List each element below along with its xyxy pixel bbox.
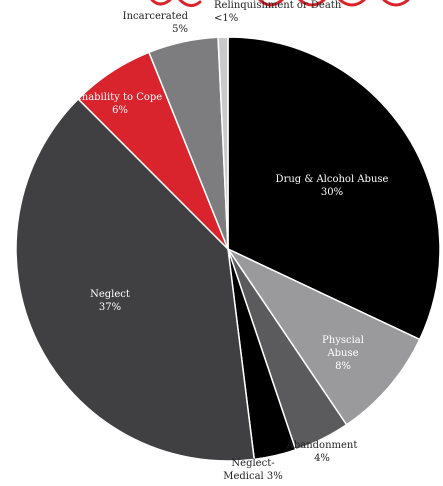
pie-slice-neglect xyxy=(15,97,256,462)
slice-label-6: Inability to Cope 6% xyxy=(78,92,162,116)
slice-label-3: Abandonment 4% xyxy=(286,440,358,464)
slice-label-8: Relinquishment or Death <1% xyxy=(214,0,342,24)
pie-slice-physcial-abuse xyxy=(225,247,421,426)
pie-slice-drug-alcohol-abuse xyxy=(227,36,441,341)
slice-label-5: Neglect 37% xyxy=(90,289,130,313)
slice-label-2: Physcial Abuse 8% xyxy=(322,335,364,372)
pie-slices xyxy=(15,36,441,462)
slice-label-1: Drug & Alcohol Abuse 30% xyxy=(276,174,389,198)
clipped-title-fragment xyxy=(150,0,410,7)
pie-labels: Drug & Alcohol Abuse 30% Physcial Abuse 8% Ab… xyxy=(78,0,389,482)
pie-slice-relinquishment-or-death xyxy=(217,36,229,250)
slice-label-4: Neglect-Medical 3% xyxy=(223,458,283,482)
slice-label-7: Incarcerated 5% xyxy=(123,11,189,35)
